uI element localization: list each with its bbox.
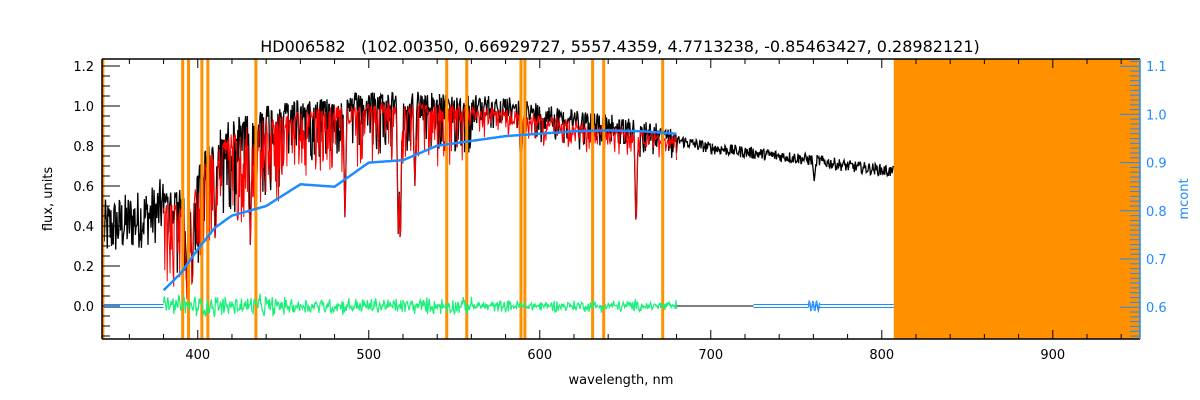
chart-title: HD006582 (102.00350, 0.66929727, 5557.43… <box>260 37 979 56</box>
series-continuum <box>162 129 677 292</box>
y2-tick-label: 0.7 <box>1146 253 1167 268</box>
series-observed <box>103 91 894 283</box>
x-tick-label: 600 <box>527 348 552 363</box>
masked-region <box>893 59 1140 339</box>
x-tick-label: 400 <box>185 348 210 363</box>
y-axis-label: flux, units <box>41 167 56 232</box>
x-tick-label: 800 <box>869 348 894 363</box>
series-continuum-baseline <box>753 299 894 311</box>
y-tick-label: 0.2 <box>73 260 94 275</box>
y-tick-label: 0.0 <box>73 300 94 315</box>
series-continuum-baseline <box>753 302 894 314</box>
y2-tick-label: 1.1 <box>1146 60 1167 75</box>
plot-content <box>102 59 1140 339</box>
x-tick-label: 500 <box>356 348 381 363</box>
y2-tick-label: 0.9 <box>1146 157 1167 172</box>
y-tick-label: 1.2 <box>73 60 94 75</box>
y-tick-label: 0.8 <box>73 140 94 155</box>
series-residual <box>163 293 678 318</box>
axes: 400 500 600 700 800 900 0.0 0.2 0.4 0.6 0.8 1.0 1.2 0… <box>73 58 1167 363</box>
y-tick-label: 0.4 <box>73 220 94 235</box>
x-axis-label: wavelength, nm <box>569 373 674 388</box>
y2-axis-label: mcont <box>1177 178 1192 219</box>
x-tick-label: 900 <box>1040 348 1065 363</box>
x-tick-label: 700 <box>698 348 723 363</box>
y2-tick-label: 1.0 <box>1146 108 1167 123</box>
y2-tick-label: 0.8 <box>1146 205 1167 220</box>
y-tick-label: 0.6 <box>73 180 94 195</box>
y-tick-label: 1.0 <box>73 100 94 115</box>
plot-area <box>102 59 1140 339</box>
y2-tick-label: 0.6 <box>1146 301 1167 316</box>
